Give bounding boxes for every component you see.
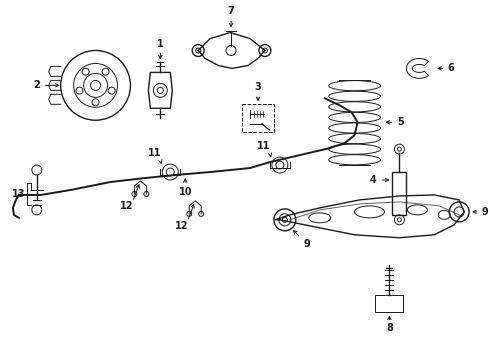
Text: 7: 7	[228, 6, 234, 15]
Polygon shape	[275, 195, 464, 238]
Text: 11: 11	[147, 148, 161, 158]
Text: 3: 3	[255, 82, 261, 93]
Bar	[392, 172, 406, 215]
Text: 9: 9	[303, 239, 310, 249]
Text: 1: 1	[157, 39, 164, 49]
Text: 6: 6	[448, 63, 455, 73]
Text: 4: 4	[369, 175, 376, 185]
Text: 5: 5	[397, 117, 404, 127]
Bar	[375, 294, 403, 312]
Bar	[242, 104, 274, 132]
Text: 11: 11	[257, 141, 270, 151]
Polygon shape	[406, 58, 428, 78]
Text: 12: 12	[120, 201, 133, 211]
Text: 12: 12	[174, 221, 188, 231]
Text: 10: 10	[178, 187, 192, 197]
Text: 9: 9	[482, 207, 489, 217]
Polygon shape	[148, 72, 172, 108]
Text: 8: 8	[386, 323, 393, 333]
Text: 2: 2	[33, 80, 40, 90]
Text: 13: 13	[12, 189, 25, 199]
